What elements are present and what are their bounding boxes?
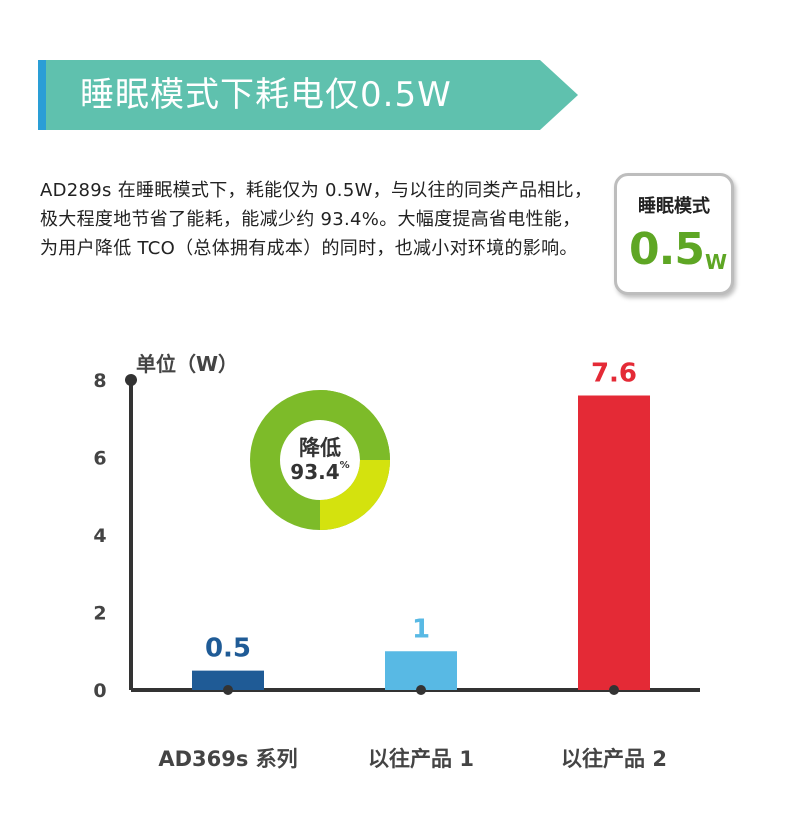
intro-paragraph: AD289s 在睡眠模式下，耗能仅为 0.5W，与以往的同类产品相比，极大程度地… [40, 180, 593, 259]
y-tick-label: 4 [93, 525, 106, 547]
bar-chart: 0 2 4 6 8 0.5 AD369s 系列 1 以往产品 1 7.6 以往产品 2 [93, 359, 700, 771]
badge-value: 0.5 [629, 224, 705, 275]
donut-ring [250, 390, 390, 530]
x-tick-dot [223, 685, 233, 695]
donut-value: 93.4 [290, 460, 340, 484]
donut-value-wrap: 93.4% [250, 460, 390, 484]
badge-unit: W [705, 250, 728, 274]
banner-title: 睡眠模式下耗电仅0.5W [80, 75, 452, 115]
y-axis-cap [125, 374, 137, 386]
y-tick-label: 6 [93, 448, 106, 470]
bar-value-label: 7.6 [591, 359, 637, 389]
donut-label: 降低 [299, 436, 341, 460]
x-tick-dot [609, 685, 619, 695]
x-category-label: 以往产品 2 [561, 747, 667, 771]
title-banner: 睡眠模式下耗电仅0.5W [38, 60, 578, 130]
banner-shape [38, 60, 578, 130]
bar-value-label: 0.5 [205, 634, 251, 664]
badge-label: 睡眠模式 [638, 196, 710, 217]
sleep-mode-badge: 睡眠模式 0.5 W [614, 173, 734, 295]
y-tick-label: 8 [93, 370, 106, 392]
y-tick-label: 0 [93, 680, 106, 702]
x-category-label: 以往产品 1 [368, 747, 474, 771]
x-category-label: AD369s 系列 [158, 747, 297, 771]
bar-value-label: 1 [412, 614, 430, 644]
bar-1 [192, 670, 264, 690]
y-tick-label: 2 [93, 603, 106, 625]
y-axis-label: 单位（W） [136, 352, 239, 376]
bar-2 [385, 651, 457, 690]
donut-unit: % [339, 460, 350, 471]
x-tick-dot [416, 685, 426, 695]
bar-3 [578, 395, 650, 690]
reduction-donut: 降低 93.4% [250, 390, 390, 530]
